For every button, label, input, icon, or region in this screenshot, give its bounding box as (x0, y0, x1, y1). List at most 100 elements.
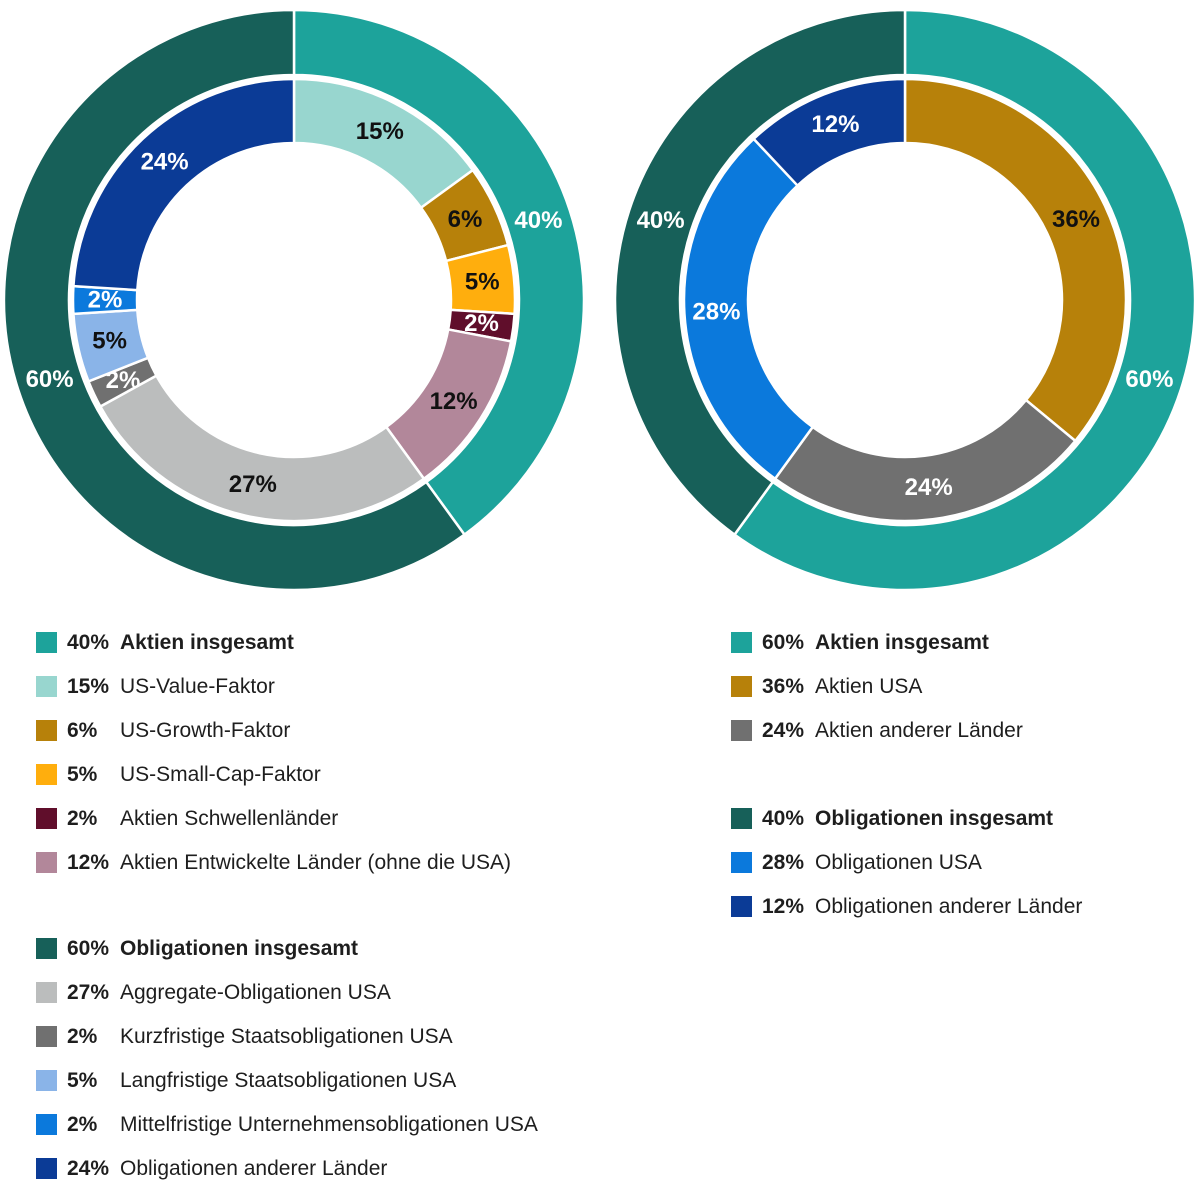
legend-swatch-obligationen-insgesamt (36, 938, 57, 959)
legend-percent: 5% (67, 762, 98, 786)
legend-percent: 2% (67, 806, 98, 830)
legend-label: US-Small-Cap-Faktor (120, 762, 321, 786)
legend-label: Aktien Schwellenländer (120, 806, 339, 830)
legend-label: Obligationen insgesamt (815, 806, 1054, 830)
legend-percent: 2% (67, 1024, 98, 1048)
left-donut-outer-segment-obligationen-insgesamt (2, 8, 466, 592)
right-donut-inner-segment-obligationen-anderer-lander (752, 77, 907, 187)
legend-swatch-aktien-usa (731, 676, 752, 697)
left-donut-outer-label-aktien-insgesamt: 40% (514, 207, 562, 234)
legend-label: Aktien anderer Länder (815, 718, 1023, 742)
donut-chart-right: 60% 40% 36% 24% 28% 12% (613, 8, 1197, 592)
legend-swatch-mittelfristige-unternehmensobligationen-usa (36, 1114, 57, 1135)
legend-percent: 28% (762, 850, 805, 874)
legend-row-obligationen-insgesamt: 60% Obligationen insgesamt (36, 936, 538, 960)
legend-swatch-aktien-insgesamt (731, 632, 752, 653)
legend-label: Langfristige Staatsobligationen USA (120, 1068, 457, 1092)
legend-row-aktien-insgesamt: 40% Aktien insgesamt (36, 630, 511, 654)
legend-row-obligationen-anderer-lander: 24% Obligationen anderer Länder (36, 1156, 538, 1180)
legend-swatch-aktien-insgesamt (36, 632, 57, 653)
legend-swatch-us-value-faktor (36, 676, 57, 697)
legend-percent: 6% (67, 718, 98, 742)
left-donut-inner-label-mittelfristige-unternehmensobligationen-usa: 2% (88, 287, 123, 314)
legend-percent: 24% (67, 1156, 110, 1180)
legend-percent: 60% (67, 936, 110, 960)
legend-swatch-kurzfristige-staatsobligationen-usa (36, 1026, 57, 1047)
left-donut-inner-segment-obligationen-anderer-lander (72, 77, 296, 292)
left-donut-outer-segment-aktien-insgesamt (292, 8, 586, 536)
left-donut-inner-label-us-small-cap-faktor: 5% (465, 269, 500, 296)
legend-row-mittelfristige-unternehmensobligationen-usa: 2% Mittelfristige Unternehmensobligatione… (36, 1112, 538, 1136)
legend-percent: 15% (67, 674, 110, 698)
legend-percent: 12% (762, 894, 805, 918)
legend-label: Aggregate-Obligationen USA (120, 980, 391, 1004)
right-donut-inner-label-obligationen-usa: 28% (692, 298, 740, 325)
legend-swatch-obligationen-insgesamt (731, 808, 752, 829)
legend-swatch-langfristige-staatsobligationen-usa (36, 1070, 57, 1091)
right-donut-inner-segment-aktien-usa (903, 77, 1128, 443)
legend-percent: 27% (67, 980, 110, 1004)
legend-percent: 60% (762, 630, 805, 654)
legend-label: Obligationen anderer Länder (815, 894, 1083, 918)
left-donut-inner-label-aggregate-obligationen-usa: 27% (229, 471, 277, 498)
legend-label: Aktien insgesamt (815, 630, 989, 654)
legend-row-us-value-faktor: 15% US-Value-Faktor (36, 674, 511, 698)
legend-percent: 24% (762, 718, 805, 742)
left-donut-inner-label-langfristige-staatsobligationen-usa: 5% (92, 328, 127, 355)
legend-label: US-Value-Faktor (120, 674, 275, 698)
right-donut-outer-label-obligationen-insgesamt: 40% (637, 207, 685, 234)
legend-label: US-Growth-Faktor (120, 718, 291, 742)
legend-swatch-aktien-anderer-lander (731, 720, 752, 741)
legend-row-obligationen-anderer-lander: 12% Obligationen anderer Länder (731, 894, 1083, 918)
legend-row-aktien-entwickelte-lander-ohne-die-usa: 12% Aktien Entwickelte Länder (ohne die U… (36, 850, 512, 874)
legend-swatch-obligationen-usa (731, 852, 752, 873)
legend-group-right-1: 60% Aktien insgesamt 36% Aktien USA 24% Aktie… (731, 630, 1023, 764)
legend-row-aggregate-obligationen-usa: 27% Aggregate-Obligationen USA (36, 980, 538, 1004)
legend-row-aktien-usa: 36% Aktien USA (731, 674, 1023, 698)
legend-row-langfristige-staatsobligationen-usa: 5% Langfristige Staatsobligationen USA (36, 1068, 538, 1092)
legend-percent: 36% (762, 674, 805, 698)
right-donut-outer-segment-aktien-insgesamt (733, 8, 1197, 592)
legend-row-us-small-cap-faktor: 5% US-Small-Cap-Faktor (36, 762, 511, 786)
right-donut-inner-segment-obligationen-usa (682, 137, 814, 481)
legend-label: Aktien USA (815, 674, 923, 698)
legend-group-left-2: 60% Obligationen insgesamt 27% Aggregate-Ob… (36, 936, 538, 1185)
left-donut-outer-label-obligationen-insgesamt: 60% (26, 366, 74, 393)
right-donut-inner-label-obligationen-anderer-lander: 12% (811, 111, 859, 138)
legend-percent: 40% (762, 806, 805, 830)
legend-group-right-2: 40% Obligationen insgesamt 28% Obligationen… (731, 806, 1083, 940)
legend-label: Kurzfristige Staatsobligationen USA (120, 1024, 453, 1048)
left-donut-inner-label-us-growth-faktor: 6% (448, 206, 483, 233)
legend-row-aktien-anderer-lander: 24% Aktien anderer Länder (731, 718, 1023, 742)
legend-swatch-aktien-schwellenlander (36, 808, 57, 829)
legend-label: Aktien insgesamt (120, 630, 294, 654)
legend-percent: 5% (67, 1068, 98, 1092)
legend-percent: 2% (67, 1112, 98, 1136)
legend-label: Obligationen USA (815, 850, 982, 874)
legend-group-left-1: 40% Aktien insgesamt 15% US-Value-Faktor 6% U… (36, 630, 512, 896)
legend-swatch-us-small-cap-faktor (36, 764, 57, 785)
right-donut-outer-segment-obligationen-insgesamt (613, 8, 907, 536)
legend-swatch-aggregate-obligationen-usa (36, 982, 57, 1003)
legend-row-kurzfristige-staatsobligationen-usa: 2% Kurzfristige Staatsobligationen USA (36, 1024, 538, 1048)
right-donut-inner-label-aktien-usa: 36% (1052, 206, 1100, 233)
legend-swatch-obligationen-anderer-lander (731, 896, 752, 917)
legend-row-us-growth-faktor: 6% US-Growth-Faktor (36, 718, 511, 742)
legend-percent: 40% (67, 630, 110, 654)
donut-chart-left: 40%60%15%6%5%2%12%27%2%5%2%24% (2, 8, 586, 592)
right-donut-outer-label-aktien-insgesamt: 60% (1125, 366, 1173, 393)
left-donut-inner-label-aktien-entwickelte-lander-ohne-die-usa: 12% (430, 388, 478, 415)
legend-label: Aktien Entwickelte Länder (ohne die USA) (120, 850, 512, 874)
right-donut-inner-label-aktien-anderer-lander: 24% (905, 474, 953, 501)
legend-label: Mittelfristige Unternehmensobligationen … (120, 1112, 538, 1136)
left-donut-inner-label-us-value-faktor: 15% (356, 118, 404, 145)
legend-swatch-us-growth-faktor (36, 720, 57, 741)
left-donut-inner-label-obligationen-anderer-lander: 24% (141, 149, 189, 176)
left-donut-inner-segment-aggregate-obligationen-usa (99, 374, 426, 523)
legend-label: Obligationen anderer Länder (120, 1156, 388, 1180)
legend-percent: 12% (67, 850, 110, 874)
legend-row-obligationen-insgesamt: 40% Obligationen insgesamt (731, 806, 1082, 830)
legend-label: Obligationen insgesamt (120, 936, 359, 960)
legend-swatch-aktien-entwickelte-lander-ohne-die-usa (36, 852, 57, 873)
